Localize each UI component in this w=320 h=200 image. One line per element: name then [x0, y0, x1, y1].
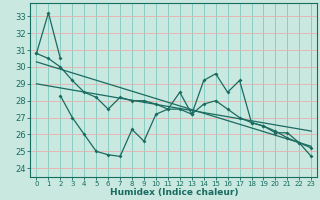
X-axis label: Humidex (Indice chaleur): Humidex (Indice chaleur) — [110, 188, 238, 197]
